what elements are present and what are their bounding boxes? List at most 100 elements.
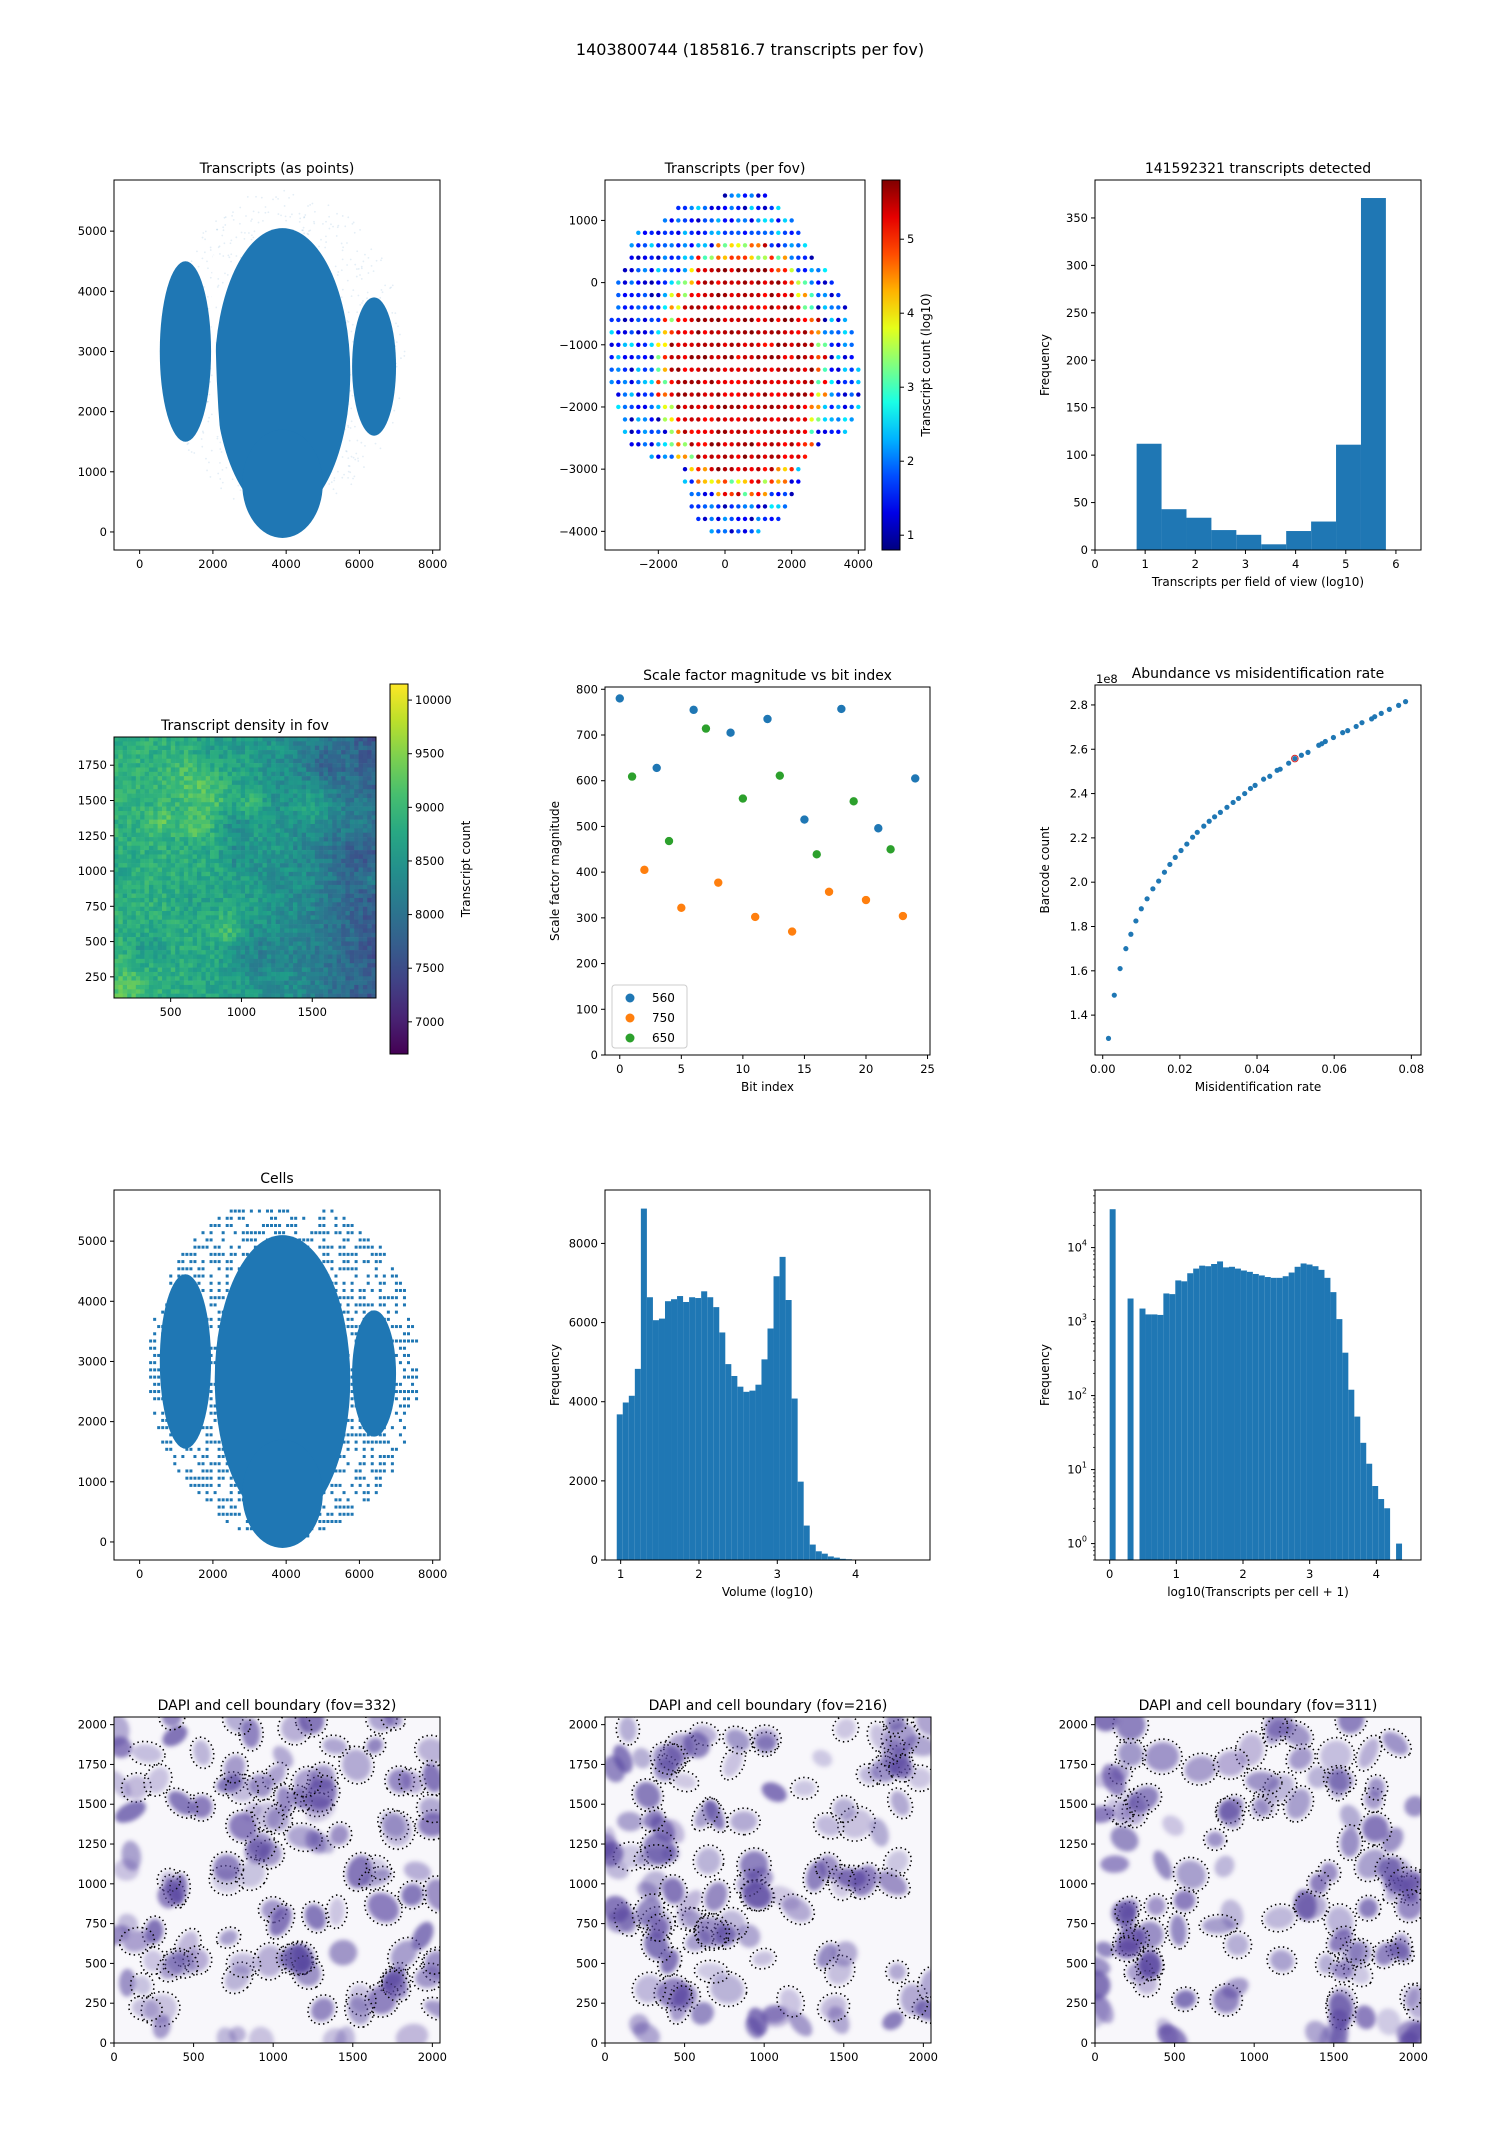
fov-point — [762, 379, 768, 385]
density-cell — [293, 819, 298, 825]
density-cell — [192, 832, 198, 838]
density-cell — [214, 871, 220, 877]
density-cell — [323, 867, 329, 873]
halo-point — [352, 456, 355, 459]
density-cell — [196, 993, 202, 998]
density-cell — [175, 906, 180, 912]
fov-point — [649, 429, 654, 435]
density-cell — [122, 937, 128, 942]
density-cell — [153, 802, 158, 807]
density-cell — [127, 845, 132, 851]
density-cell — [227, 924, 233, 929]
fov-point — [769, 379, 774, 385]
fov-point — [702, 516, 708, 522]
density-cell — [144, 932, 150, 938]
density-cell — [214, 737, 220, 742]
halo-point — [230, 253, 233, 256]
density-cell — [210, 976, 215, 981]
density-cell — [245, 871, 250, 877]
density-cell — [170, 963, 176, 968]
density-cell — [240, 893, 246, 899]
fov-point — [609, 379, 614, 385]
density-cell — [271, 915, 276, 920]
density-cell — [306, 880, 311, 886]
density-cell — [279, 810, 285, 816]
fov-point — [656, 404, 661, 410]
fov-point — [816, 305, 821, 310]
density-cell — [114, 806, 119, 812]
fov-point — [769, 479, 774, 484]
density-cell — [148, 945, 154, 951]
fov-point — [829, 392, 834, 397]
y-tick-label: 0 — [591, 276, 598, 290]
density-cell — [166, 915, 172, 920]
density-cell — [218, 793, 224, 799]
density-cell — [227, 884, 233, 890]
density-cell — [231, 954, 237, 960]
density-cell — [327, 780, 333, 786]
density-cell — [279, 815, 285, 820]
density-cell — [227, 750, 233, 755]
density-cell — [231, 950, 237, 955]
density-cell — [271, 911, 276, 916]
fov-point — [789, 454, 794, 459]
density-cell — [188, 958, 193, 964]
density-cell — [279, 924, 285, 929]
density-cell — [223, 889, 228, 894]
density-cell — [153, 824, 158, 829]
fov-point — [749, 529, 754, 534]
density-cell — [135, 932, 141, 938]
density-cell — [341, 880, 346, 886]
density-cell — [140, 906, 145, 912]
density-cell — [192, 737, 198, 742]
density-cell — [266, 871, 272, 877]
density-cell — [297, 837, 303, 842]
density-cell — [327, 776, 333, 781]
density-cell — [236, 928, 241, 934]
fov-point — [809, 417, 814, 422]
density-cell — [293, 784, 298, 790]
density-cell — [223, 906, 228, 912]
density-cell — [332, 745, 337, 751]
density-cell — [249, 837, 255, 842]
density-cell — [319, 928, 324, 934]
fov-point — [636, 230, 641, 236]
density-cell — [262, 976, 268, 981]
density-cell — [336, 867, 342, 873]
colorbar — [881, 179, 901, 551]
density-cell — [314, 815, 320, 820]
density-cell — [293, 950, 298, 955]
fov-point — [809, 267, 814, 273]
fov-point — [802, 255, 808, 260]
density-cell — [218, 754, 224, 760]
density-cell — [201, 976, 206, 981]
density-cell — [262, 941, 268, 947]
density-cell — [144, 789, 150, 794]
density-cell — [122, 911, 128, 916]
density-cell — [118, 763, 124, 768]
density-cell — [188, 771, 193, 777]
fov-point — [856, 392, 861, 397]
density-cell — [192, 984, 198, 990]
density-cell — [262, 737, 268, 742]
density-cell — [148, 867, 154, 873]
density-cell — [297, 884, 303, 890]
density-cell — [310, 828, 316, 833]
density-cell — [327, 880, 333, 886]
density-cell — [319, 780, 324, 786]
density-cell — [183, 850, 189, 855]
density-cell — [310, 806, 316, 812]
density-cell — [231, 797, 237, 803]
density-cell — [166, 902, 172, 907]
fov-point — [622, 267, 628, 273]
fov-point — [722, 230, 728, 236]
density-cell — [293, 871, 298, 877]
density-cell — [240, 984, 246, 990]
fov-point — [629, 355, 634, 360]
density-cell — [170, 989, 176, 994]
density-cell — [127, 750, 132, 755]
density-cell — [253, 850, 259, 855]
density-cell — [223, 876, 228, 881]
density-cell — [201, 954, 206, 960]
density-cell — [314, 758, 320, 764]
